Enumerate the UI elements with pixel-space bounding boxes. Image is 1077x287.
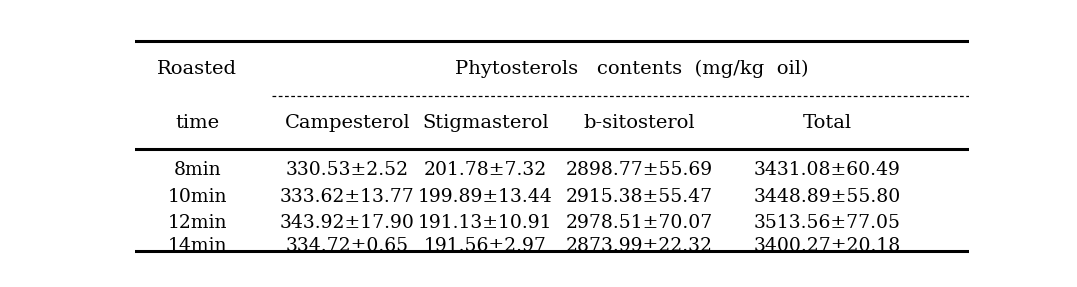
Text: Phytosterols   contents  (mg/kg  oil): Phytosterols contents (mg/kg oil) — [454, 60, 808, 78]
Text: 191.56±2.97: 191.56±2.97 — [423, 237, 547, 255]
Text: 191.13±10.91: 191.13±10.91 — [418, 214, 553, 232]
Text: 333.62±13.77: 333.62±13.77 — [280, 188, 415, 206]
Text: 3448.89±55.80: 3448.89±55.80 — [754, 188, 901, 206]
Text: Roasted: Roasted — [157, 60, 237, 78]
Text: Stigmasterol: Stigmasterol — [422, 114, 548, 132]
Text: 2873.99±22.32: 2873.99±22.32 — [567, 237, 713, 255]
Text: 343.92±17.90: 343.92±17.90 — [280, 214, 415, 232]
Text: Campesterol: Campesterol — [284, 114, 410, 132]
Text: 201.78±7.32: 201.78±7.32 — [423, 161, 547, 179]
Text: b-sitosterol: b-sitosterol — [584, 114, 696, 132]
Text: 3513.56±77.05: 3513.56±77.05 — [754, 214, 900, 232]
Text: 8min: 8min — [173, 161, 221, 179]
Text: 12min: 12min — [168, 214, 227, 232]
Text: 330.53±2.52: 330.53±2.52 — [285, 161, 409, 179]
Text: Total: Total — [802, 114, 852, 132]
Text: 10min: 10min — [168, 188, 227, 206]
Text: 14min: 14min — [168, 237, 227, 255]
Text: 2915.38±55.47: 2915.38±55.47 — [567, 188, 713, 206]
Text: 199.89±13.44: 199.89±13.44 — [418, 188, 553, 206]
Text: 3431.08±60.49: 3431.08±60.49 — [754, 161, 900, 179]
Text: 334.72±0.65: 334.72±0.65 — [285, 237, 409, 255]
Text: 2898.77±55.69: 2898.77±55.69 — [567, 161, 713, 179]
Text: time: time — [176, 114, 220, 132]
Text: 3400.27±20.18: 3400.27±20.18 — [754, 237, 901, 255]
Text: 2978.51±70.07: 2978.51±70.07 — [567, 214, 713, 232]
